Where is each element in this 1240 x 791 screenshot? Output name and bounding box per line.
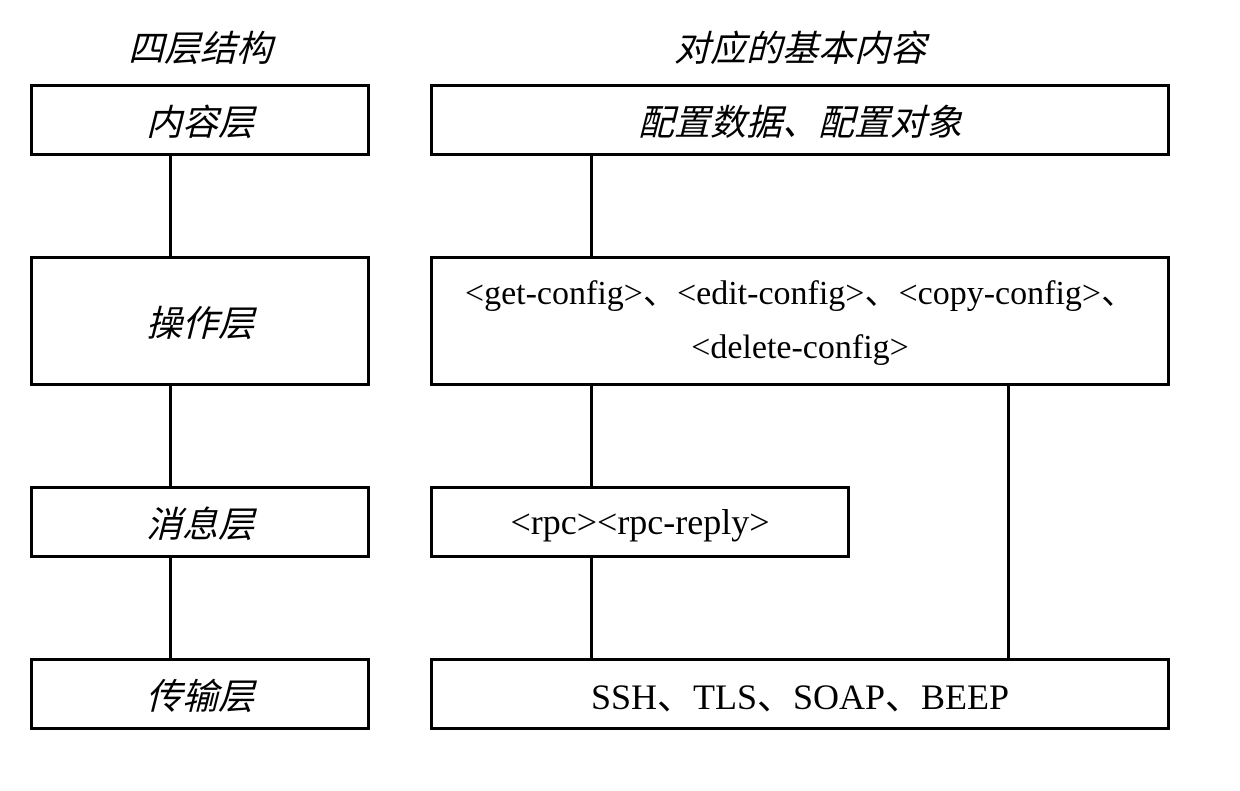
left-column: 四层结构 内容层 操作层 消息层 传输层 (30, 20, 370, 771)
left-header: 四层结构 (128, 20, 272, 72)
left-connector-1 (169, 156, 172, 256)
transport-layer-box: 传输层 (30, 658, 370, 730)
right-line-3a (590, 558, 593, 658)
message-layer-label: 消息层 (146, 496, 254, 548)
right-connector-2 (430, 386, 1170, 486)
message-desc-label: <rpc><rpc-reply> (510, 501, 769, 543)
operation-desc-label: <get-config>、<edit-config>、<copy-config>… (453, 267, 1147, 376)
diagram-container: 四层结构 内容层 操作层 消息层 传输层 对应的基本内容 配置数据、配置对象 (30, 20, 1210, 771)
content-desc-label: 配置数据、配置对象 (638, 94, 962, 146)
message-layer-box: 消息层 (30, 486, 370, 558)
message-desc-row: <rpc><rpc-reply> (430, 486, 1170, 558)
right-line-1 (590, 156, 593, 256)
content-layer-label: 内容层 (146, 94, 254, 146)
right-connector-1 (430, 156, 1170, 256)
message-desc-box: <rpc><rpc-reply> (430, 486, 850, 558)
transport-desc-box: SSH、TLS、SOAP、BEEP (430, 658, 1170, 730)
right-line-2a (590, 386, 593, 486)
left-connector-3 (169, 558, 172, 658)
operation-layer-label: 操作层 (146, 295, 254, 347)
operation-desc-box: <get-config>、<edit-config>、<copy-config>… (430, 256, 1170, 386)
transport-layer-label: 传输层 (146, 668, 254, 720)
right-header: 对应的基本内容 (674, 20, 926, 72)
transport-desc-label: SSH、TLS、SOAP、BEEP (591, 668, 1009, 720)
right-column: 对应的基本内容 配置数据、配置对象 <get-config>、<edit-con… (430, 20, 1170, 771)
content-desc-box: 配置数据、配置对象 (430, 84, 1170, 156)
left-connector-2 (169, 386, 172, 486)
content-layer-box: 内容层 (30, 84, 370, 156)
right-connector-3 (430, 558, 1170, 658)
operation-layer-box: 操作层 (30, 256, 370, 386)
